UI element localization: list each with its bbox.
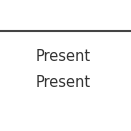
- Text: Present: Present: [35, 50, 91, 64]
- Text: Present: Present: [35, 75, 91, 90]
